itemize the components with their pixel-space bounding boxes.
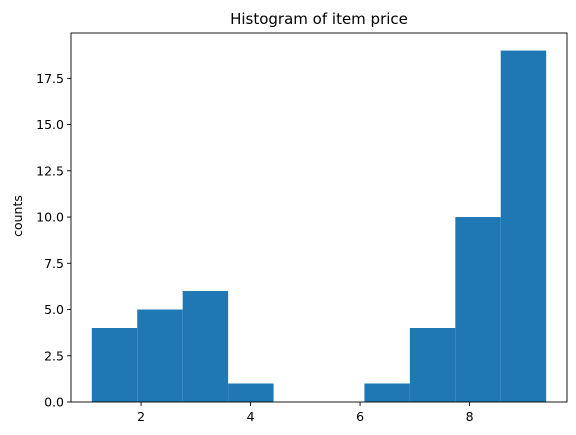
x-tick-label: 2 — [137, 409, 145, 424]
y-tick-label: 2.5 — [44, 348, 64, 363]
y-axis-ticks: 0.0 2.5 5.0 7.5 10.0 12.5 15.0 17.5 — [36, 71, 71, 410]
x-axis-ticks: 2 4 6 8 — [137, 402, 474, 424]
y-tick-label: 10.0 — [36, 210, 64, 225]
histogram-bar-2 — [137, 309, 183, 402]
histogram-bar-7 — [364, 383, 410, 402]
x-tick-label: 4 — [247, 409, 255, 424]
y-tick-label: 5.0 — [44, 302, 64, 317]
chart-title: Histogram of item price — [230, 10, 408, 28]
y-axis-label: counts — [10, 195, 25, 237]
y-tick-label: 17.5 — [36, 71, 64, 86]
y-tick-label: 0.0 — [44, 395, 64, 410]
histogram-bar-8 — [409, 328, 456, 402]
x-tick-label: 6 — [356, 409, 364, 424]
y-tick-label: 15.0 — [36, 117, 64, 132]
histogram-bar-10 — [500, 50, 547, 402]
bars-group — [91, 50, 547, 402]
x-tick-label: 8 — [466, 409, 474, 424]
plot-frame — [70, 32, 568, 403]
histogram-bar-4 — [228, 383, 274, 402]
histogram-bar-9 — [455, 217, 501, 402]
y-tick-label: 7.5 — [44, 256, 64, 271]
histogram-bar-3 — [182, 291, 229, 402]
histogram-bar-1 — [91, 328, 138, 402]
y-tick-label: 12.5 — [36, 163, 64, 178]
